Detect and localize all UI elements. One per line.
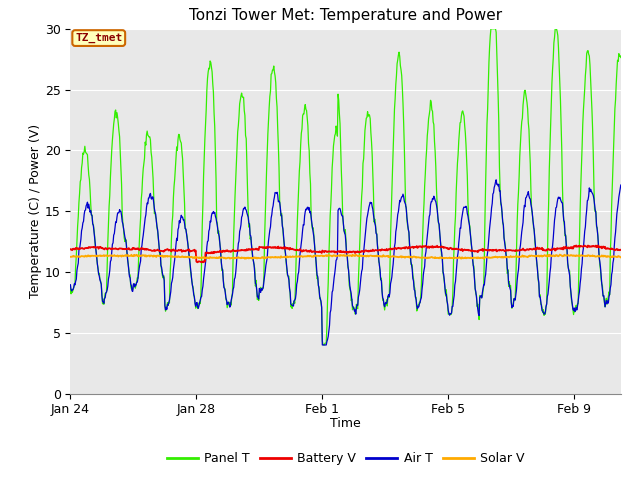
Legend: Panel T, Battery V, Air T, Solar V: Panel T, Battery V, Air T, Solar V	[162, 447, 529, 470]
Title: Tonzi Tower Met: Temperature and Power: Tonzi Tower Met: Temperature and Power	[189, 9, 502, 24]
X-axis label: Time: Time	[330, 417, 361, 430]
Text: TZ_tmet: TZ_tmet	[75, 33, 122, 43]
Y-axis label: Temperature (C) / Power (V): Temperature (C) / Power (V)	[29, 124, 42, 298]
